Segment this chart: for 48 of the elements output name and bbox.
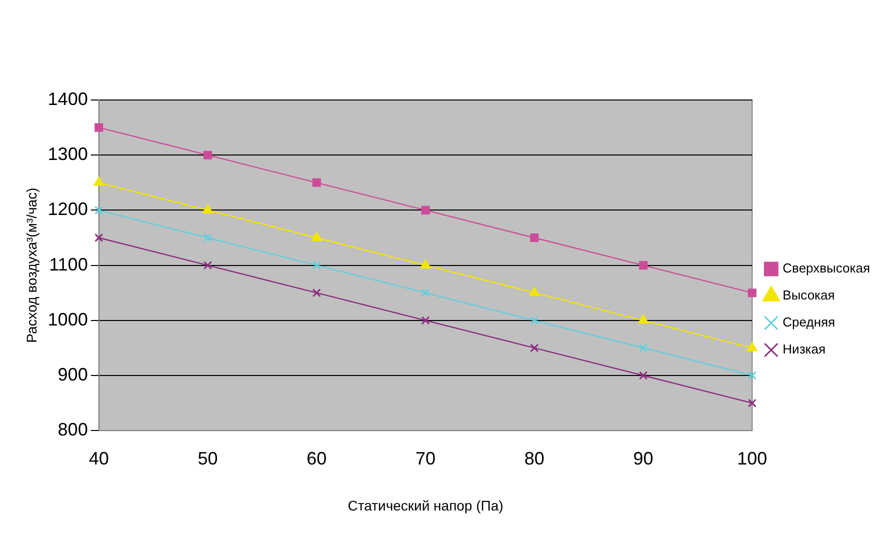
point (529, 287, 540, 296)
point (312, 261, 321, 270)
x-tick-label: 90 (633, 448, 654, 468)
point (203, 233, 212, 242)
point (312, 178, 321, 187)
y-tick-label: 900 (58, 364, 88, 384)
x-tick-label: 100 (737, 448, 768, 468)
point (748, 288, 756, 298)
point (530, 344, 539, 352)
point (747, 342, 758, 352)
point (638, 261, 648, 270)
y-tick-label: 1200 (48, 199, 88, 220)
point (94, 123, 104, 132)
legend-label: Высокая (782, 288, 835, 303)
point (94, 176, 104, 186)
point (203, 261, 212, 270)
point (638, 314, 648, 324)
point (421, 288, 430, 298)
y-tick-label: 1000 (48, 309, 88, 330)
y-tick-label: 800 (58, 420, 88, 440)
point (202, 204, 213, 214)
x-tick-label: 80 (524, 448, 544, 468)
point (748, 371, 756, 380)
point (203, 150, 212, 160)
point (420, 260, 431, 269)
legend-label: Средняя (782, 314, 836, 330)
point (530, 316, 539, 325)
point (638, 371, 648, 380)
legend-label: Низкая (782, 342, 826, 357)
point (748, 398, 756, 408)
point (94, 206, 104, 214)
x-tick-label: 70 (415, 448, 436, 468)
point (421, 206, 430, 214)
x-tick-label: 50 (198, 448, 218, 468)
y-tick-label: 1400 (48, 88, 88, 109)
point (638, 344, 648, 352)
point (312, 288, 321, 298)
point (530, 233, 539, 242)
point (312, 232, 322, 241)
point (94, 233, 104, 242)
legend-label: Сверхвысокая (782, 260, 870, 276)
x-tick-label: 60 (306, 448, 327, 468)
y-tick-label: 1300 (48, 144, 88, 164)
x-axis-title: Статический напор (Па) (348, 497, 504, 514)
x-tick-label: 40 (88, 448, 109, 468)
y-axis-title: Расход воздуха³(м³/час) (23, 188, 40, 343)
y-tick-label: 1100 (49, 254, 88, 274)
point (421, 316, 430, 325)
